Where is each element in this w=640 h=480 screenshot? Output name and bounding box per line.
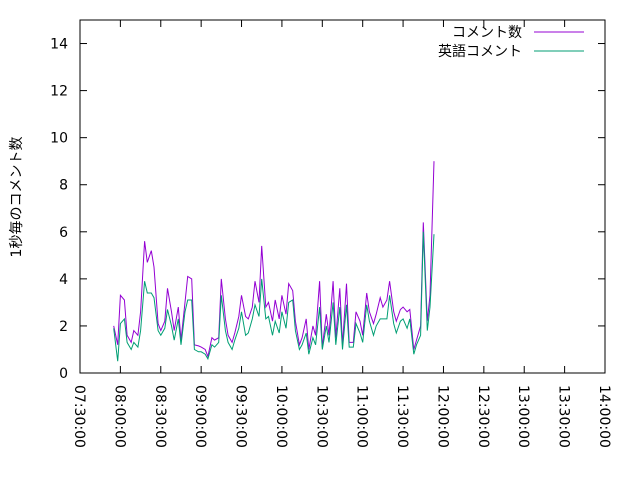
x-tick-label: 11:30:00 [394, 385, 410, 448]
x-tick-label: 08:00:00 [111, 385, 127, 448]
x-tick-label: 10:30:00 [313, 385, 329, 448]
x-tick-label: 14:00:00 [596, 385, 612, 448]
x-tick-label: 12:30:00 [475, 385, 491, 448]
y-axis-label: 1秒毎のコメント数 [9, 137, 25, 258]
series-lines [113, 161, 435, 362]
y-tick-label: 6 [59, 225, 68, 241]
y-tick-label: 4 [59, 272, 68, 288]
legend-label-1: 英語コメント [438, 43, 522, 60]
series-line-0 [113, 161, 435, 359]
y-axis-ticks: 0 2 4 6 8 10 12 14 [50, 37, 605, 382]
x-tick-label: 09:30:00 [233, 385, 249, 448]
y-tick-label: 0 [59, 366, 68, 382]
y-tick-label: 10 [50, 131, 68, 147]
y-tick-label: 2 [59, 319, 68, 335]
x-axis-ticks: 07:30:00 08:00:00 08:30:00 09:00:00 09:30:00… [71, 20, 612, 448]
x-tick-label: 11:00:00 [354, 385, 370, 448]
y-tick-label: 12 [50, 84, 68, 100]
x-tick-label: 10:00:00 [273, 385, 289, 448]
y-tick-label: 14 [50, 37, 68, 53]
x-tick-label: 12:00:00 [434, 385, 450, 448]
legend-label-0: コメント数 [452, 25, 522, 41]
x-tick-label: 07:30:00 [71, 385, 87, 448]
x-tick-label: 09:00:00 [192, 385, 208, 448]
series-line-1 [113, 231, 435, 362]
x-tick-label: 08:30:00 [152, 385, 168, 448]
y-tick-label: 8 [59, 178, 68, 194]
x-tick-label: 13:30:00 [556, 385, 572, 448]
plot-frame [79, 19, 606, 374]
x-tick-label: 13:00:00 [515, 385, 531, 448]
